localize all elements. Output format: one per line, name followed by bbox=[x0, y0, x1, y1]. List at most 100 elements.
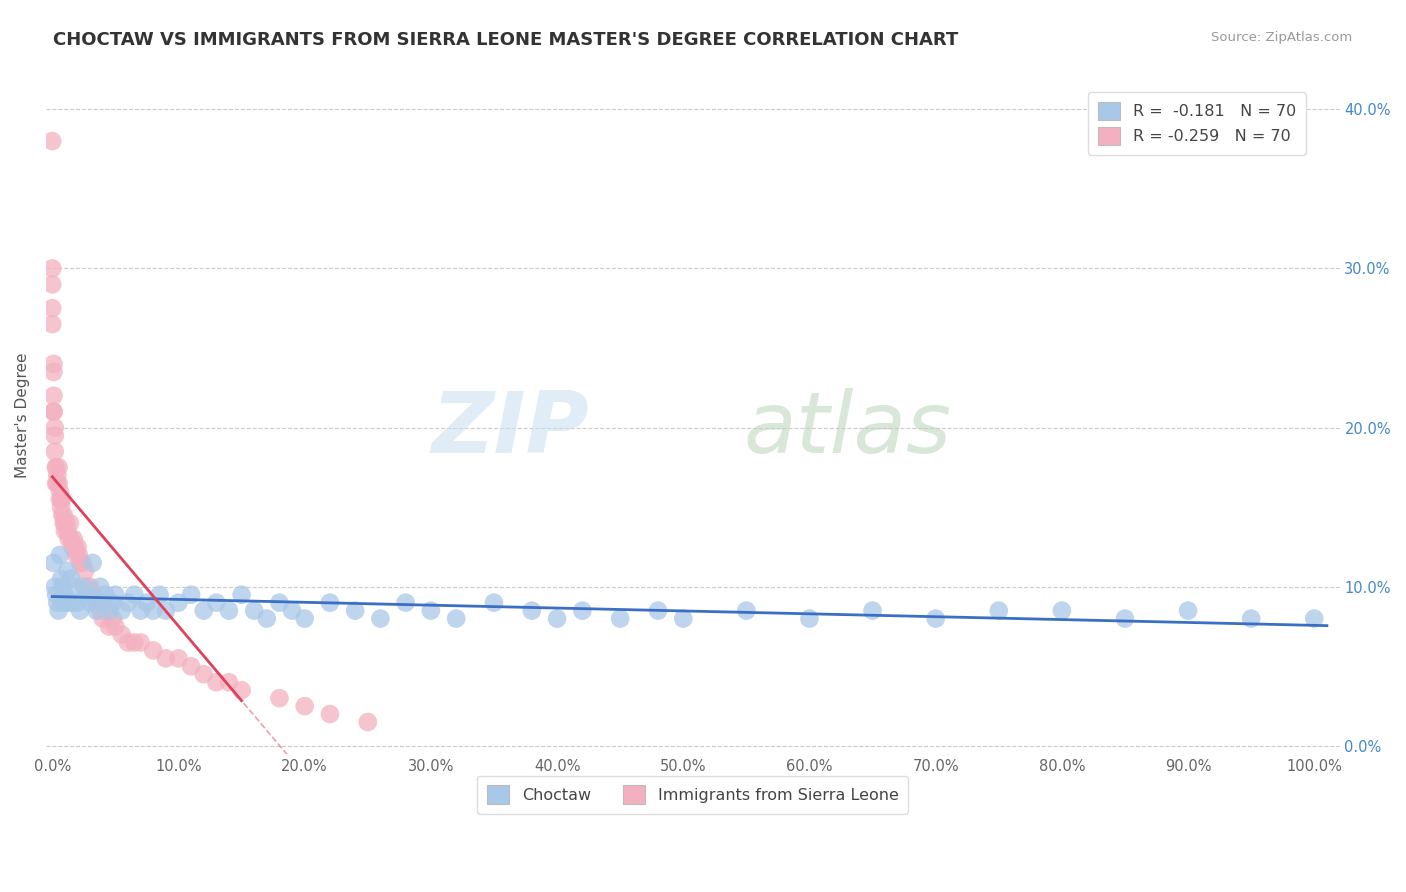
Legend: Choctaw, Immigrants from Sierra Leone: Choctaw, Immigrants from Sierra Leone bbox=[477, 776, 908, 814]
Point bbox=[44, 420, 66, 434]
Point bbox=[69, 604, 91, 618]
Point bbox=[53, 524, 76, 538]
Point bbox=[98, 619, 121, 633]
Point bbox=[395, 596, 418, 610]
Point bbox=[46, 468, 69, 483]
Point bbox=[129, 604, 152, 618]
Point bbox=[142, 643, 165, 657]
Point bbox=[69, 556, 91, 570]
Point bbox=[546, 611, 568, 625]
Point bbox=[124, 588, 146, 602]
Text: ZIP: ZIP bbox=[432, 388, 589, 471]
Text: Source: ZipAtlas.com: Source: ZipAtlas.com bbox=[1212, 31, 1353, 45]
Point bbox=[1240, 611, 1263, 625]
Point bbox=[72, 556, 94, 570]
Point bbox=[79, 596, 101, 610]
Point bbox=[42, 357, 65, 371]
Point bbox=[243, 604, 266, 618]
Point bbox=[167, 651, 190, 665]
Point bbox=[193, 604, 215, 618]
Point bbox=[924, 611, 946, 625]
Point bbox=[41, 317, 63, 331]
Point bbox=[419, 604, 441, 618]
Point bbox=[45, 460, 67, 475]
Point bbox=[104, 588, 127, 602]
Point bbox=[136, 596, 159, 610]
Point bbox=[76, 588, 98, 602]
Y-axis label: Master's Degree: Master's Degree bbox=[15, 353, 30, 478]
Point bbox=[571, 604, 593, 618]
Point bbox=[53, 516, 76, 530]
Point bbox=[52, 596, 75, 610]
Point bbox=[79, 580, 101, 594]
Point bbox=[55, 516, 77, 530]
Point bbox=[42, 556, 65, 570]
Point bbox=[51, 508, 73, 522]
Point bbox=[142, 604, 165, 618]
Point bbox=[41, 134, 63, 148]
Point bbox=[91, 611, 114, 625]
Point bbox=[46, 476, 69, 491]
Point bbox=[48, 460, 70, 475]
Point bbox=[53, 588, 76, 602]
Point bbox=[193, 667, 215, 681]
Point bbox=[370, 611, 392, 625]
Point bbox=[49, 572, 72, 586]
Point bbox=[52, 508, 75, 522]
Point bbox=[48, 476, 70, 491]
Point bbox=[111, 627, 134, 641]
Point bbox=[73, 580, 96, 594]
Point bbox=[76, 580, 98, 594]
Point bbox=[799, 611, 821, 625]
Point bbox=[45, 460, 67, 475]
Point bbox=[294, 611, 316, 625]
Point bbox=[482, 596, 505, 610]
Point bbox=[1050, 604, 1073, 618]
Point bbox=[58, 532, 80, 546]
Point bbox=[44, 580, 66, 594]
Point bbox=[45, 588, 67, 602]
Text: atlas: atlas bbox=[744, 388, 952, 471]
Point bbox=[111, 604, 134, 618]
Point bbox=[89, 580, 111, 594]
Point bbox=[231, 588, 253, 602]
Point bbox=[65, 548, 87, 562]
Point bbox=[218, 604, 240, 618]
Point bbox=[155, 604, 177, 618]
Point bbox=[444, 611, 467, 625]
Point bbox=[48, 604, 70, 618]
Point bbox=[42, 405, 65, 419]
Point bbox=[49, 484, 72, 499]
Point bbox=[44, 444, 66, 458]
Point bbox=[62, 532, 84, 546]
Point bbox=[231, 683, 253, 698]
Point bbox=[180, 659, 202, 673]
Point bbox=[45, 476, 67, 491]
Point bbox=[58, 596, 80, 610]
Point bbox=[987, 604, 1010, 618]
Point bbox=[1303, 611, 1326, 625]
Text: CHOCTAW VS IMMIGRANTS FROM SIERRA LEONE MASTER'S DEGREE CORRELATION CHART: CHOCTAW VS IMMIGRANTS FROM SIERRA LEONE … bbox=[53, 31, 959, 49]
Point bbox=[52, 516, 75, 530]
Point bbox=[82, 588, 104, 602]
Point bbox=[49, 548, 72, 562]
Point bbox=[56, 524, 79, 538]
Point bbox=[520, 604, 543, 618]
Point bbox=[51, 580, 73, 594]
Point bbox=[86, 596, 108, 610]
Point bbox=[124, 635, 146, 649]
Point bbox=[60, 532, 83, 546]
Point bbox=[89, 604, 111, 618]
Point bbox=[63, 580, 86, 594]
Point bbox=[269, 596, 291, 610]
Point bbox=[294, 699, 316, 714]
Point bbox=[60, 572, 83, 586]
Point bbox=[1114, 611, 1136, 625]
Point bbox=[148, 588, 170, 602]
Point bbox=[66, 596, 89, 610]
Point bbox=[205, 596, 228, 610]
Point bbox=[735, 604, 758, 618]
Point bbox=[56, 564, 79, 578]
Point bbox=[59, 516, 82, 530]
Point bbox=[63, 540, 86, 554]
